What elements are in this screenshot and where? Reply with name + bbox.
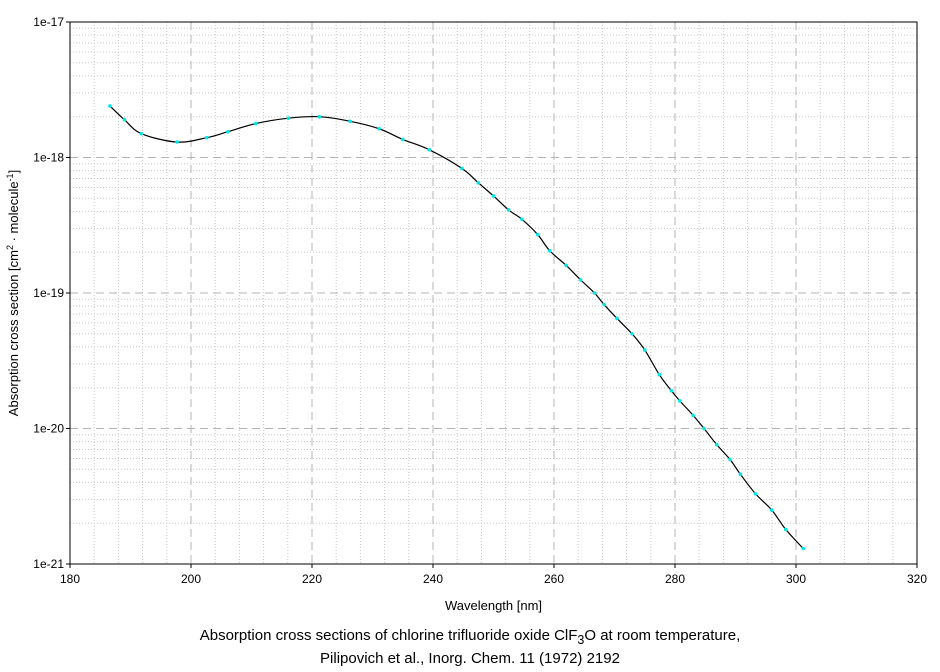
x-tick-label: 180 <box>60 572 80 586</box>
data-point <box>491 194 496 198</box>
caption-subscript: 3 <box>577 633 585 647</box>
y-tick-label: 1e-18 <box>33 151 64 165</box>
y-axis-label: Absorption cross section [cm2 · molecule… <box>5 170 21 416</box>
data-point <box>122 117 127 122</box>
data-point <box>801 546 806 551</box>
data-point <box>400 137 405 142</box>
data-point <box>630 331 634 336</box>
data-point <box>286 116 291 121</box>
x-tick-label: 300 <box>786 572 806 586</box>
y-tick-label: 1e-21 <box>33 557 64 571</box>
data-point <box>578 278 583 282</box>
data-point <box>377 126 381 131</box>
data-point <box>714 442 719 447</box>
chart-caption-line-1: Absorption cross sections of chlorine tr… <box>0 627 940 647</box>
y-axis-label-sup-1: 2 <box>5 245 15 250</box>
data-point <box>728 457 732 462</box>
data-point <box>691 413 695 418</box>
y-axis-label-prefix: Absorption cross section [cm <box>6 250 21 416</box>
y-axis-label-middle: · molecule <box>6 181 21 245</box>
data-point <box>564 263 568 268</box>
data-point <box>592 291 597 295</box>
caption-line-1-suffix: O at room temperature, <box>584 627 741 644</box>
data-point <box>615 316 619 321</box>
caption-line-1-prefix: Absorption cross sections of chlorine tr… <box>199 627 578 644</box>
chart-caption-line-2: Pilipovich et al., Inorg. Chem. 11 (1972… <box>320 650 620 667</box>
data-point <box>506 208 511 212</box>
grid <box>70 22 917 564</box>
y-axis-label-sup-2: -1 <box>5 173 15 181</box>
data-point <box>476 181 481 185</box>
data-point <box>253 121 258 126</box>
data-point <box>108 104 112 108</box>
data-point <box>427 147 432 152</box>
data-point <box>348 119 352 124</box>
data-point <box>520 217 524 222</box>
data-point <box>139 131 144 136</box>
x-tick-label: 200 <box>181 572 201 586</box>
x-tick-label: 220 <box>302 572 322 586</box>
data-point <box>175 140 179 144</box>
data-point <box>770 508 774 512</box>
data-point <box>535 232 540 237</box>
y-tick-label: 1e-17 <box>33 15 64 29</box>
x-axis-label: Wavelength [nm] <box>445 598 542 613</box>
data-point <box>669 388 674 393</box>
data-point <box>783 527 788 532</box>
data-point <box>602 302 607 307</box>
data-point <box>738 472 743 476</box>
data-point <box>204 135 209 140</box>
x-tick-label: 260 <box>544 572 564 586</box>
data-point <box>702 426 706 431</box>
data-point <box>642 348 647 352</box>
y-tick-label: 1e-20 <box>33 422 64 436</box>
data-point <box>678 399 682 403</box>
x-tick-label: 240 <box>423 572 443 586</box>
data-point <box>657 372 662 377</box>
data-point <box>753 491 758 496</box>
data-point <box>226 129 230 134</box>
data-point <box>317 114 322 119</box>
y-axis-label-suffix: ] <box>6 170 21 174</box>
data-point <box>547 248 552 253</box>
x-tick-label: 320 <box>907 572 927 586</box>
y-tick-label: 1e-19 <box>33 286 64 300</box>
chart: 180 200 220 240 260 280 300 320 1e-17 1e-18 1e-19 1… <box>5 15 927 613</box>
data-point <box>460 166 464 171</box>
axis-ticks: 180 200 220 240 260 280 300 320 1e-17 1e-18 1e-19 1… <box>33 15 927 586</box>
x-tick-label: 280 <box>665 572 685 586</box>
data-series <box>108 104 806 551</box>
